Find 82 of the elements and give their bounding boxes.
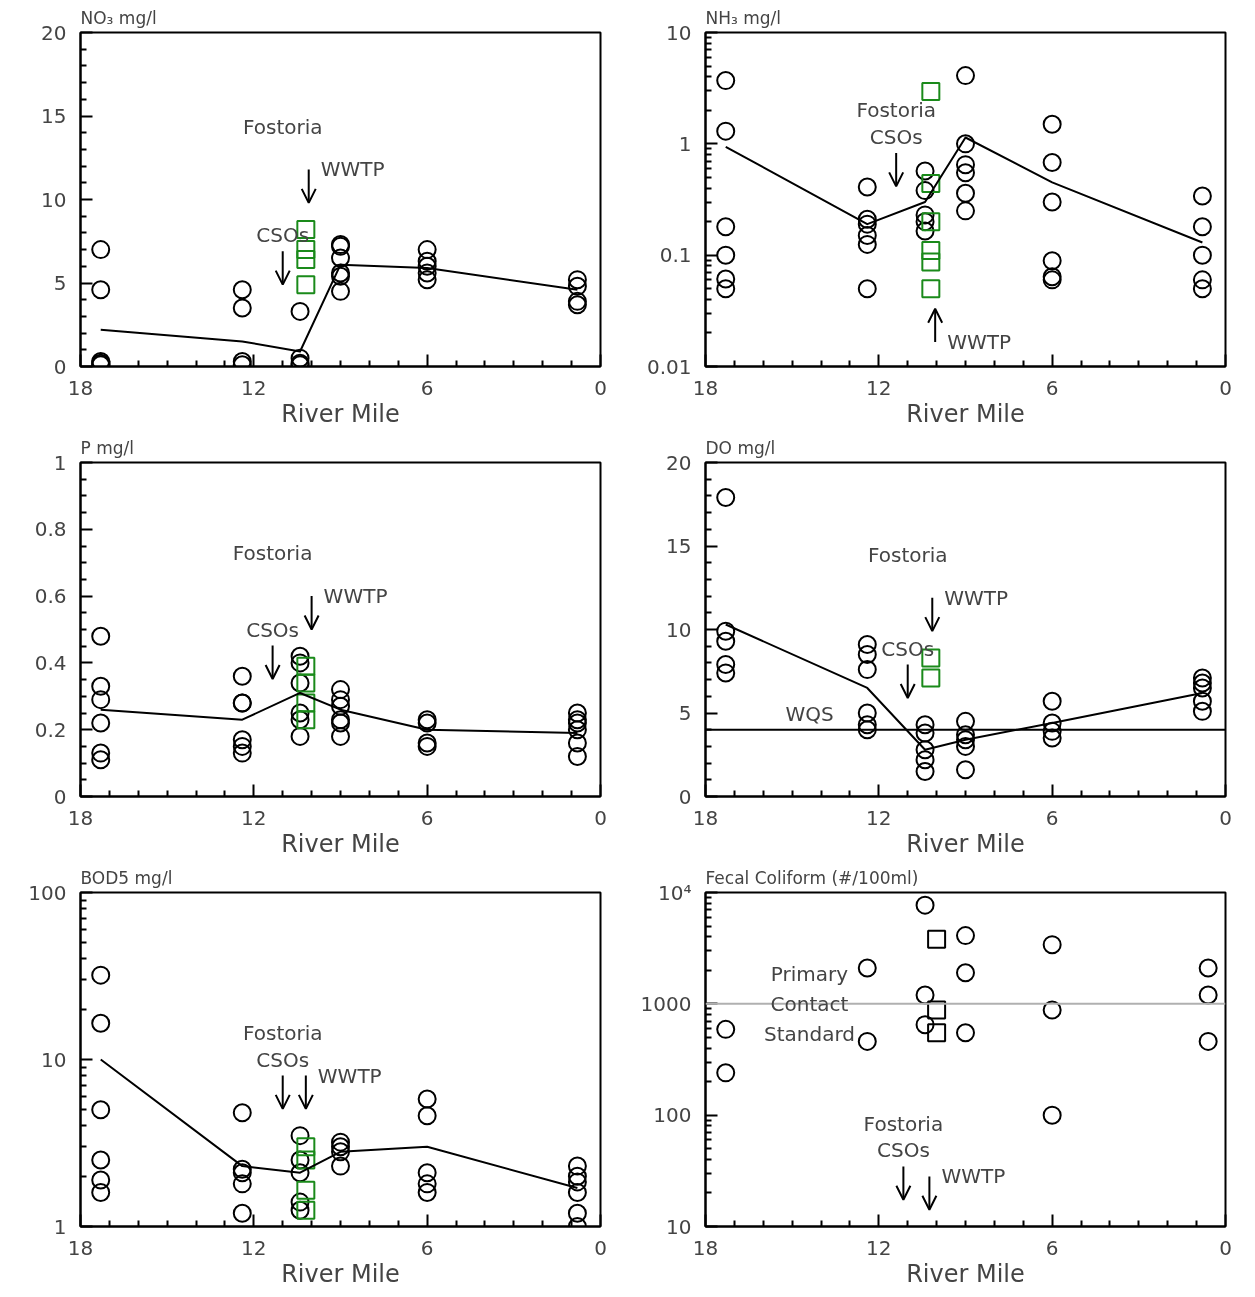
y-tick-label: 0.01 <box>646 354 692 379</box>
ref-line-label: WWTP <box>944 585 1009 610</box>
x-axis-title: River Mile <box>281 399 400 428</box>
ref-line-label: Primary Contact Standard <box>764 961 856 1046</box>
chart-title: P mg/l <box>80 437 134 458</box>
y-tick-label: 100 <box>653 1103 692 1128</box>
annotation: Fostoria <box>242 1020 323 1045</box>
x-tick-label: 18 <box>692 1235 719 1260</box>
x-tick-label: 0 <box>1219 1235 1232 1260</box>
x-tick-label: 12 <box>866 375 892 400</box>
y-tick-label: 0.6 <box>34 584 67 609</box>
ref-line-label: WWTP <box>323 584 388 609</box>
x-tick-label: 0 <box>1219 805 1232 830</box>
y-tick-label: 100 <box>28 880 67 905</box>
x-tick-label: 12 <box>241 805 267 830</box>
chart-title: DO mg/l <box>705 437 776 458</box>
y-tick-label: 0 <box>678 784 692 809</box>
y-tick-label: 5 <box>678 701 692 725</box>
x-tick-label: 6 <box>1045 375 1059 400</box>
annotation: Fostoria <box>242 114 323 139</box>
y-tick-label: 20 <box>666 450 692 475</box>
x-axis-title: River Mile <box>906 399 1025 428</box>
y-tick-label: 5 <box>53 271 67 295</box>
y-tick-label: 0.8 <box>34 517 67 542</box>
x-tick-label: 18 <box>67 805 94 830</box>
x-tick-label: 18 <box>692 805 719 830</box>
chart-title: NO₃ mg/l <box>80 7 157 28</box>
x-tick-label: 12 <box>241 375 267 400</box>
x-tick-label: 18 <box>67 1235 94 1260</box>
x-tick-label: 6 <box>1045 1235 1059 1260</box>
ref-line-label: WWTP <box>320 157 385 182</box>
chart-title: BOD5 mg/l <box>80 867 173 888</box>
x-tick-label: 6 <box>420 805 434 830</box>
x-tick-label: 12 <box>241 1235 267 1260</box>
x-axis-title: River Mile <box>906 1259 1025 1288</box>
x-tick-label: 18 <box>67 375 94 400</box>
annotation: Fostoria <box>867 543 948 568</box>
x-tick-label: 0 <box>1219 375 1232 400</box>
x-tick-label: 6 <box>1045 805 1059 830</box>
y-tick-label: 10 <box>666 617 692 642</box>
chart-title: NH₃ mg/l <box>705 7 782 28</box>
y-tick-label: 10 <box>666 20 692 45</box>
x-tick-label: 0 <box>594 375 607 400</box>
x-tick-label: 6 <box>420 1235 434 1260</box>
y-tick-label: 20 <box>41 20 67 45</box>
y-tick-label: 0 <box>53 354 67 379</box>
y-tick-label: 10⁴ <box>658 880 692 905</box>
x-tick-label: 12 <box>866 1235 892 1260</box>
ref-line-label: WWTP <box>947 330 1011 355</box>
ref-line-label: WWTP <box>317 1063 382 1088</box>
x-tick-label: 0 <box>594 805 607 830</box>
y-tick-label: 0.2 <box>34 717 67 742</box>
annotation: Fostoria <box>863 1111 944 1136</box>
y-tick-label: 0.1 <box>659 243 692 268</box>
ref-line-label: CSOs <box>881 636 935 661</box>
ref-line-label: WQS <box>785 701 834 726</box>
y-tick-label: 10 <box>41 1047 67 1072</box>
x-tick-label: 12 <box>866 805 892 830</box>
x-axis-title: River Mile <box>906 829 1025 858</box>
x-axis-title: River Mile <box>281 829 400 858</box>
x-tick-label: 18 <box>692 375 719 400</box>
x-axis-title: River Mile <box>281 1259 400 1288</box>
y-tick-label: 1 <box>53 1214 67 1239</box>
y-tick-label: 0 <box>53 784 67 809</box>
ref-line-label: CSOs <box>246 617 300 642</box>
y-tick-label: 15 <box>41 104 67 128</box>
ref-line-label: WWTP <box>941 1164 1006 1189</box>
x-tick-label: 6 <box>420 375 434 400</box>
ref-line-label: CSOs <box>256 1047 310 1072</box>
y-tick-label: 10 <box>41 187 67 212</box>
y-tick-label: 1 <box>678 131 692 156</box>
annotation: Fostoria <box>232 541 313 566</box>
y-tick-label: 1 <box>53 450 67 475</box>
y-tick-label: 15 <box>666 534 692 558</box>
y-tick-label: 1000 <box>640 991 692 1016</box>
annotation: Fostoria <box>856 98 936 123</box>
x-tick-label: 0 <box>594 1235 607 1260</box>
y-tick-label: 10 <box>666 1214 692 1239</box>
ref-line-label: CSOs <box>876 1138 930 1163</box>
chart-title: Fecal Coliform (#/100ml) <box>705 867 919 888</box>
y-tick-label: 0.4 <box>34 650 67 675</box>
ref-line-label: CSOs <box>869 124 923 149</box>
